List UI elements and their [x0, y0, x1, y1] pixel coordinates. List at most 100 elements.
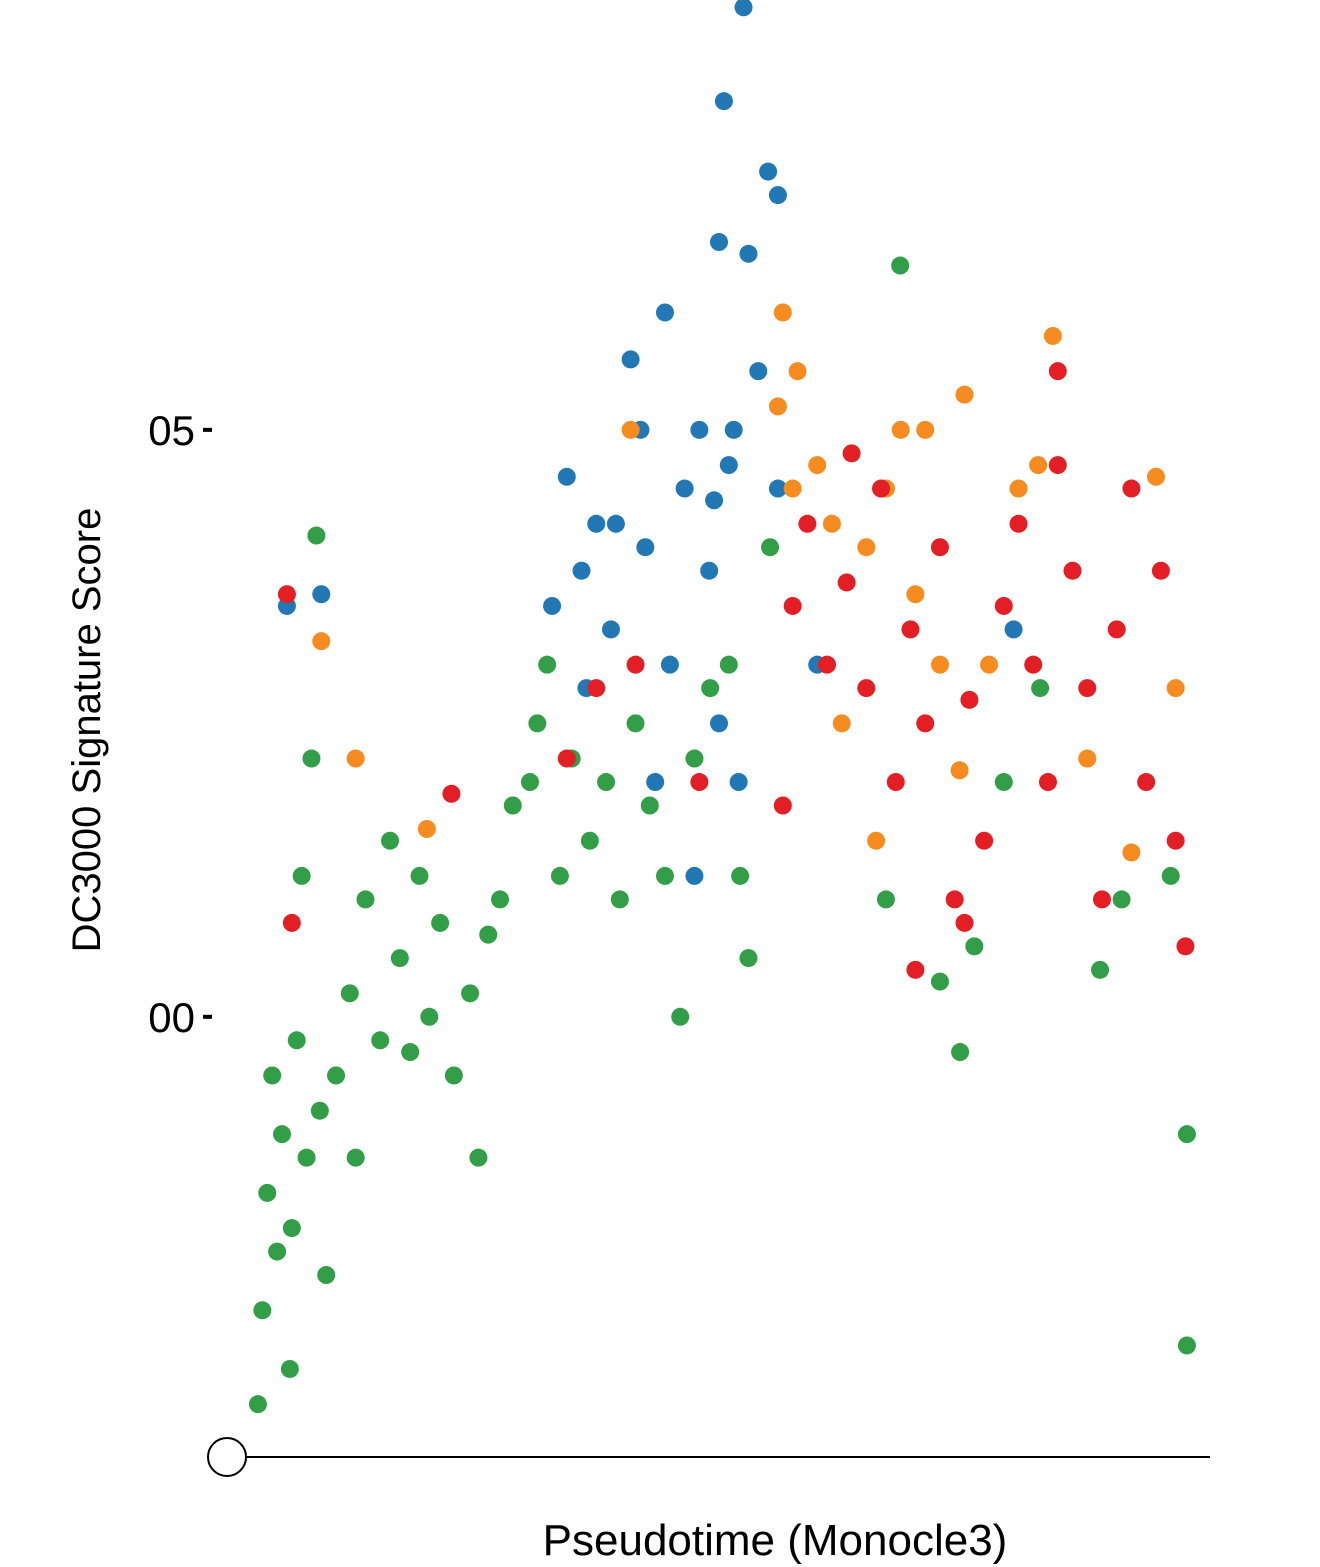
point [1038, 773, 1057, 792]
point [759, 162, 778, 181]
point [1177, 1125, 1196, 1144]
point [268, 1242, 287, 1261]
point [621, 420, 640, 439]
point [655, 303, 674, 322]
point [597, 773, 616, 792]
point [258, 1183, 277, 1202]
point [543, 596, 562, 615]
point [671, 1007, 690, 1026]
point [749, 362, 768, 381]
point [263, 1066, 282, 1085]
point [857, 538, 876, 557]
point [431, 913, 450, 932]
point [346, 749, 365, 768]
point [857, 679, 876, 698]
point [945, 890, 964, 909]
point [273, 1125, 292, 1144]
point [1176, 937, 1195, 956]
point [346, 1148, 365, 1167]
y-tick-label: 00 [148, 994, 195, 1041]
point [1091, 960, 1110, 979]
point [1043, 326, 1062, 345]
point [580, 831, 599, 850]
point [282, 913, 301, 932]
point [327, 1066, 346, 1085]
point [312, 632, 331, 651]
point [1078, 679, 1097, 698]
point [646, 773, 665, 792]
point [685, 749, 704, 768]
point [994, 596, 1013, 615]
point [675, 479, 694, 498]
point [960, 690, 979, 709]
point [1122, 843, 1141, 862]
y-tick-label: 05 [148, 407, 195, 454]
point [906, 960, 925, 979]
point [538, 655, 557, 674]
point [390, 949, 409, 968]
point [636, 538, 655, 557]
point [822, 514, 841, 533]
point [842, 444, 861, 463]
point [930, 972, 949, 991]
point [891, 420, 910, 439]
point [550, 866, 569, 885]
point [955, 913, 974, 932]
point [1048, 362, 1067, 381]
point [1122, 479, 1141, 498]
point [818, 655, 837, 674]
point [302, 749, 321, 768]
point [520, 773, 539, 792]
point [371, 1031, 390, 1050]
point [906, 585, 925, 604]
point [724, 420, 743, 439]
y-axis-label: DC3000 Signature Score [65, 508, 109, 953]
point [621, 350, 640, 369]
point [297, 1148, 316, 1167]
point [1029, 456, 1048, 475]
point [312, 585, 331, 604]
point [626, 655, 645, 674]
point [975, 831, 994, 850]
point [930, 538, 949, 557]
point [503, 796, 522, 815]
point [1137, 773, 1156, 792]
point [1048, 456, 1067, 475]
point [1078, 749, 1097, 768]
point [872, 479, 891, 498]
point [783, 596, 802, 615]
point [310, 1101, 329, 1120]
point [557, 749, 576, 768]
point [1107, 620, 1126, 639]
point [528, 714, 547, 733]
point [610, 890, 629, 909]
point [731, 866, 750, 885]
point [916, 714, 935, 733]
point [980, 655, 999, 674]
point [1161, 866, 1180, 885]
point [587, 679, 606, 698]
point [788, 362, 807, 381]
point [340, 984, 359, 1003]
point [734, 0, 753, 17]
point [901, 620, 920, 639]
point [420, 1007, 439, 1026]
point [1024, 655, 1043, 674]
point [248, 1395, 267, 1414]
point [660, 655, 679, 674]
point [410, 866, 429, 885]
point [951, 1043, 970, 1062]
point [601, 620, 620, 639]
point [442, 784, 461, 803]
point [356, 890, 375, 909]
point [950, 761, 969, 780]
point [461, 984, 480, 1003]
point [606, 514, 625, 533]
point [719, 456, 738, 475]
point [381, 831, 400, 850]
point [292, 866, 311, 885]
point [729, 773, 748, 792]
point [768, 479, 787, 498]
point [287, 1031, 306, 1050]
